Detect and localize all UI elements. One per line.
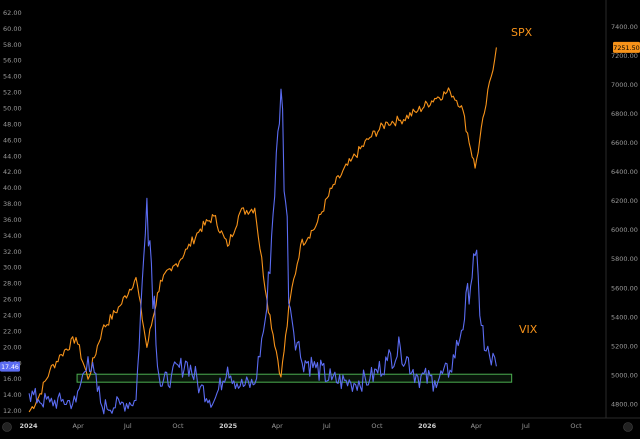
right-axis-tick-label: 5200.00: [611, 342, 638, 350]
x-axis-tick-label: Oct: [172, 422, 184, 430]
right-axis-tick-label: 7400.00: [611, 23, 638, 31]
left-axis-tick-label: 36.00: [3, 216, 22, 224]
x-axis-tick-label: 2025: [219, 422, 238, 430]
left-axis-tick-label: 24.00: [3, 312, 22, 320]
left-axis-tick-label: 26.00: [3, 296, 22, 304]
left-axis-tick-label: 54.00: [3, 73, 22, 81]
left-axis-tick-label: 20.00: [3, 343, 22, 351]
annotation-spx: SPX: [511, 26, 533, 39]
left-axis-tick-label: 56.00: [3, 57, 22, 65]
left-axis-tick-label: 58.00: [3, 41, 22, 49]
spx-last-value-badge: [613, 41, 640, 53]
left-price-badge-label: 17.46: [1, 364, 19, 371]
right-axis-tick-label: 5000.00: [611, 371, 638, 379]
left-axis-tick-label: 40.00: [3, 184, 22, 192]
left-axis-tick-label: 22.00: [3, 327, 22, 335]
right-axis-tick-label: 6800.00: [611, 110, 638, 118]
left-axis-tick-label: 46.00: [3, 136, 22, 144]
spx-last-value-label: 7251.50: [613, 44, 639, 52]
x-axis-tick-label: Oct: [371, 422, 383, 430]
right-axis-tick-label: 6600.00: [611, 139, 638, 147]
right-axis-tick-label: 6000.00: [611, 226, 638, 234]
right-axis-tick-label: 7000.00: [611, 81, 638, 89]
left-axis-tick-label: 38.00: [3, 200, 22, 208]
x-axis-tick-label: Oct: [570, 422, 582, 430]
left-axis-tick-label: 52.00: [3, 89, 22, 97]
series-line-vix: [28, 88, 497, 415]
left-axis-tick-label: 12.00: [3, 407, 22, 415]
right-axis-tick-label: 6400.00: [611, 168, 638, 176]
x-axis-tick-label: 2024: [19, 422, 38, 430]
x-axis-tick-label: Apr: [471, 422, 483, 430]
auto-scale-button[interactable]: [623, 422, 633, 432]
x-axis-tick-label: Apr: [73, 422, 85, 430]
x-axis-tick-label: Jul: [322, 422, 331, 430]
x-axis-tick-label: 2026: [418, 422, 437, 430]
left-axis-tick-label: 34.00: [3, 232, 22, 240]
left-axis-tick-label: 62.00: [3, 9, 22, 17]
left-axis-tick-label: 28.00: [3, 280, 22, 288]
series-line-spx: [28, 47, 497, 413]
x-axis-tick-label: Apr: [272, 422, 284, 430]
support-band: [76, 373, 513, 383]
right-axis-tick-label: 5600.00: [611, 284, 638, 292]
right-axis-tick-label: 5800.00: [611, 255, 638, 263]
left-axis-tick-label: 60.00: [3, 25, 22, 33]
x-axis-tick-label: Jul: [521, 422, 530, 430]
right-axis-tick-label: 5400.00: [611, 313, 638, 321]
timezone-button[interactable]: [2, 422, 12, 432]
left-axis-tick-label: 48.00: [3, 120, 22, 128]
left-price-badge: [0, 361, 20, 372]
left-axis-tick-label: 44.00: [3, 152, 22, 160]
left-axis-tick-label: 50.00: [3, 105, 22, 113]
left-axis-tick-label: 14.00: [3, 391, 22, 399]
right-axis-tick-label: 7200.00: [611, 52, 638, 60]
left-axis-tick-label: 30.00: [3, 264, 22, 272]
x-axis-tick-label: Jul: [123, 422, 132, 430]
left-axis-tick-label: 42.00: [3, 168, 22, 176]
annotation-vix: VIX: [519, 323, 538, 336]
right-axis-tick-label: 4800.00: [611, 400, 638, 408]
left-axis-tick-label: 32.00: [3, 248, 22, 256]
right-axis-tick-label: 6200.00: [611, 197, 638, 205]
left-axis-tick-label: 16.00: [3, 375, 22, 383]
